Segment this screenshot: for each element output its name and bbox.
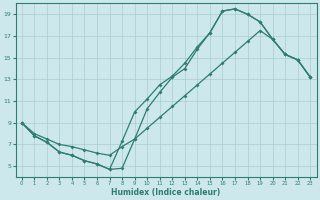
- X-axis label: Humidex (Indice chaleur): Humidex (Indice chaleur): [111, 188, 221, 197]
